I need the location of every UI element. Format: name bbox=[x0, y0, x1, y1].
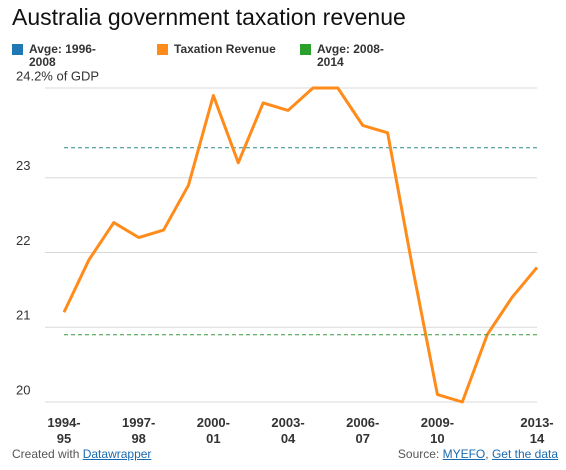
y-tick-label: 22 bbox=[16, 233, 30, 248]
legend-swatch bbox=[12, 44, 23, 55]
legend-item: Taxation Revenue bbox=[157, 43, 276, 56]
x-tick-label-line: 1997- bbox=[122, 415, 155, 430]
x-tick-label-line: 14 bbox=[530, 431, 545, 445]
x-tick-label-line: 2003- bbox=[271, 415, 304, 430]
x-tick-label: 2006-07 bbox=[346, 415, 379, 445]
source-link[interactable]: MYEFO bbox=[442, 447, 486, 461]
y-tick-label: 21 bbox=[16, 308, 30, 323]
legend-label: Avge: 2008-2014 bbox=[317, 42, 384, 69]
legend-item: Avge: 1996-2008 bbox=[12, 43, 121, 69]
x-tick-label-line: 01 bbox=[206, 431, 220, 445]
x-tick-label: 2013-14 bbox=[520, 415, 553, 445]
legend-item: Avge: 2008-2014 bbox=[300, 43, 409, 69]
x-tick-label-line: 10 bbox=[430, 431, 444, 445]
x-tick-label-line: 04 bbox=[281, 431, 296, 445]
x-tick-label-line: 95 bbox=[57, 431, 71, 445]
x-tick-label-line: 2009- bbox=[421, 415, 454, 430]
x-tick-label: 2009-10 bbox=[421, 415, 454, 445]
y-tick-label: 20 bbox=[16, 382, 30, 397]
tool-link[interactable]: Datawrapper bbox=[82, 447, 152, 461]
y-tick-label: 24.2% of GDP bbox=[16, 68, 99, 83]
legend-label: Avge: 1996-2008 bbox=[29, 42, 96, 69]
separator: , bbox=[485, 447, 489, 461]
data-link[interactable]: Get the data bbox=[491, 447, 558, 461]
y-tick-label: 23 bbox=[16, 158, 30, 173]
line-series bbox=[62, 86, 539, 404]
footer: Created with Datawrapper Source: MYEFO, … bbox=[12, 447, 558, 461]
legend-label: Taxation Revenue bbox=[174, 42, 276, 56]
source-label: Source: bbox=[397, 447, 440, 461]
x-tick-label-line: 1994- bbox=[47, 415, 80, 430]
x-tick-label: 1994-95 bbox=[47, 415, 80, 445]
legend: Avge: 1996-2008 Taxation Revenue Avge: 200… bbox=[12, 43, 562, 73]
legend-swatch bbox=[157, 44, 168, 55]
credit: Created with bbox=[12, 447, 80, 461]
x-tick-label-line: 98 bbox=[131, 431, 145, 445]
x-tick-label-line: 2000- bbox=[197, 415, 230, 430]
source: Source: MYEFO, Get the data bbox=[398, 447, 558, 461]
x-tick-label-line: 2006- bbox=[346, 415, 379, 430]
chart-title: Australia government taxation revenue bbox=[12, 4, 406, 30]
x-tick-label-line: 07 bbox=[356, 431, 370, 445]
x-tick-label: 1997-98 bbox=[122, 415, 155, 445]
x-tick-label: 2003-04 bbox=[271, 415, 304, 445]
x-tick-label-line: 2013- bbox=[520, 415, 553, 430]
x-tick-label: 2000-01 bbox=[197, 415, 230, 445]
legend-swatch bbox=[300, 44, 311, 55]
